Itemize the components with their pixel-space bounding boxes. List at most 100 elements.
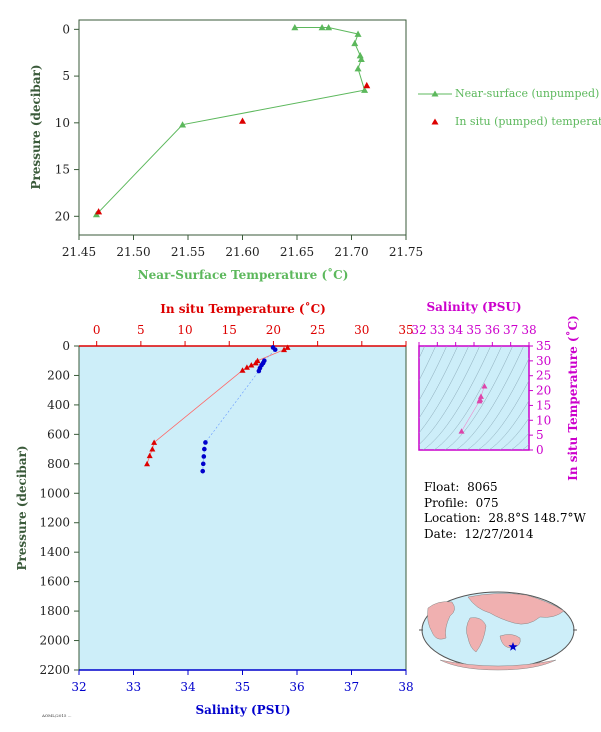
- ts-density-contour: [419, 346, 447, 401]
- unpumped-temp-point: [318, 23, 326, 31]
- salinity-profile-point: [272, 347, 278, 352]
- ts-plot-ylabel: In situ Temperature (˚C): [565, 315, 580, 481]
- main-plot-ytick-label: 1000: [39, 486, 70, 500]
- profile-row: Profile: 075: [424, 495, 499, 510]
- salinity-profile-point: [202, 446, 207, 452]
- map-land-antarctica: [439, 659, 557, 671]
- map-float-marker: [508, 642, 518, 651]
- top-plot-xtick-label: 21.55: [171, 245, 205, 259]
- main-plot-ytick-label: 800: [47, 457, 70, 471]
- ts-plot-ytick-label: 35: [536, 339, 551, 353]
- top-plot-xtick-label: 21.60: [225, 245, 259, 259]
- main-plot-xlabel: Salinity (PSU): [195, 703, 290, 717]
- insitu-temp-point: [363, 81, 371, 89]
- ts-density-contour: [419, 346, 436, 382]
- unpumped-temp-point: [357, 55, 365, 63]
- unpumped-temp-point: [361, 86, 369, 93]
- main-plot-ytick-label: 2000: [39, 634, 70, 648]
- legend-insitu-marker: [431, 118, 439, 125]
- float-id: 8065: [467, 480, 498, 494]
- main-plot-ytick-label: 400: [47, 398, 70, 412]
- ts-plot-xtick-label: 38: [521, 323, 536, 337]
- top-plot-ytick-label: 0: [62, 22, 70, 36]
- float-info-panel: Float: 8065 Profile: 075 Location: 28.8°…: [424, 480, 586, 542]
- top-plot-ytick-label: 10: [55, 116, 70, 130]
- insitu-temp-profile-point: [248, 362, 255, 368]
- location-map: [419, 591, 577, 671]
- ts-plot-xtick-label: 32: [411, 323, 426, 337]
- ts-plot-xtick-label: 35: [466, 323, 481, 337]
- main-plot-ytick-label: 200: [47, 368, 70, 382]
- unpumped-temp-point: [351, 39, 359, 47]
- ts-density-contour: [521, 444, 529, 450]
- main-plot-ytick-label: 1200: [39, 516, 70, 530]
- ts-density-contour: [419, 346, 458, 419]
- top-plot-ylabel: Pressure (decibar): [29, 64, 43, 189]
- insitu-temp-profile-point: [144, 460, 151, 467]
- ts-plot-xtick-label: 34: [448, 323, 464, 337]
- unpumped-temp-point: [354, 30, 362, 37]
- main-plot-sal-tick-label: 34: [180, 680, 196, 694]
- top-plot-xtick-label: 21.75: [389, 245, 423, 259]
- legend-unpumped-label: Near-surface (unpumped) temperature.: [455, 87, 601, 100]
- insitu-temp-profile-point: [146, 452, 153, 459]
- top-plot-xtick-label: 21.45: [62, 245, 96, 259]
- main-plot-temp-tick-label: 15: [222, 323, 237, 337]
- salinity-profile-point: [200, 461, 206, 467]
- main-plot-temp-tick-label: 10: [177, 323, 192, 337]
- main-plot-top-label: In situ Temperature (˚C): [160, 301, 326, 316]
- main-plot-ytick-label: 600: [47, 427, 70, 441]
- unpumped-temp-point: [291, 23, 299, 31]
- ts-density-contour: [499, 417, 529, 450]
- main-plot-temp-tick-label: 35: [398, 323, 413, 337]
- unpumped-temp-point: [356, 52, 364, 59]
- ts-plot-xtick-label: 33: [430, 323, 445, 337]
- ts-density-contour: [510, 432, 529, 450]
- insitu-temp-profile-point: [281, 346, 288, 353]
- ts-density-contour: [488, 399, 529, 450]
- top-plot-xtick-label: 21.65: [280, 245, 314, 259]
- unpumped-temp-point: [179, 121, 187, 128]
- profile-number: 075: [475, 495, 499, 510]
- ts-plot-xtick-label: 37: [503, 323, 518, 337]
- ts-plot-frame: [418, 345, 530, 451]
- top-plot-xlabel: Near-Surface Temperature (˚C): [138, 267, 349, 282]
- main-plot-temp-tick-label: 30: [354, 323, 369, 337]
- insitu-temp-point: [95, 208, 103, 215]
- ts-plot-xlabel: Salinity (PSU): [426, 300, 521, 314]
- insitu-temp-profile-point: [151, 439, 158, 445]
- insitu-temp-profile-point: [239, 367, 246, 373]
- main-plot-sal-tick-label: 38: [398, 680, 413, 694]
- salinity-profile-point: [201, 454, 207, 459]
- ts-density-contour: [477, 379, 529, 450]
- ts-density-contour: [466, 357, 529, 450]
- date-value: 12/27/2014: [464, 526, 534, 541]
- top-plot-frame: [78, 19, 407, 236]
- ts-point: [481, 383, 488, 389]
- ts-plot-ytick-label: 25: [536, 369, 551, 383]
- ts-plot-ytick-label: 15: [536, 398, 551, 412]
- main-plot-ytick-label: 1800: [39, 604, 70, 618]
- top-plot-ytick-label: 20: [55, 209, 70, 223]
- insitu-temp-point: [239, 117, 246, 124]
- insitu-temp-profile-point: [284, 344, 291, 350]
- main-plot-temp-tick-label: 0: [93, 323, 101, 337]
- insitu-temp-profile-point: [149, 446, 156, 452]
- ts-density-contour: [419, 346, 480, 445]
- date-row: Date: 12/27/2014: [424, 526, 534, 541]
- ts-plot-ytick-label: 0: [536, 443, 544, 457]
- main-plot-sal-tick-label: 37: [344, 680, 359, 694]
- ts-point: [458, 428, 465, 434]
- map-land-australia: [499, 634, 521, 649]
- main-plot-ytick-label: 2200: [39, 663, 70, 677]
- ts-plot-ytick-label: 10: [536, 413, 551, 427]
- map-land-americas: [427, 601, 455, 640]
- main-plot-ytick-label: 0: [62, 339, 70, 353]
- location-row: Location: 28.8°S 148.7°W: [424, 511, 586, 525]
- main-plot-frame: [78, 345, 407, 671]
- main-plot-ytick-label: 1600: [39, 575, 70, 589]
- top-plot-ytick-label: 15: [55, 163, 70, 177]
- legend-insitu-label: In situ (pumped) temperature.: [455, 115, 601, 128]
- map-land-africa: [466, 617, 487, 653]
- main-plot-sal-tick-label: 35: [235, 680, 250, 694]
